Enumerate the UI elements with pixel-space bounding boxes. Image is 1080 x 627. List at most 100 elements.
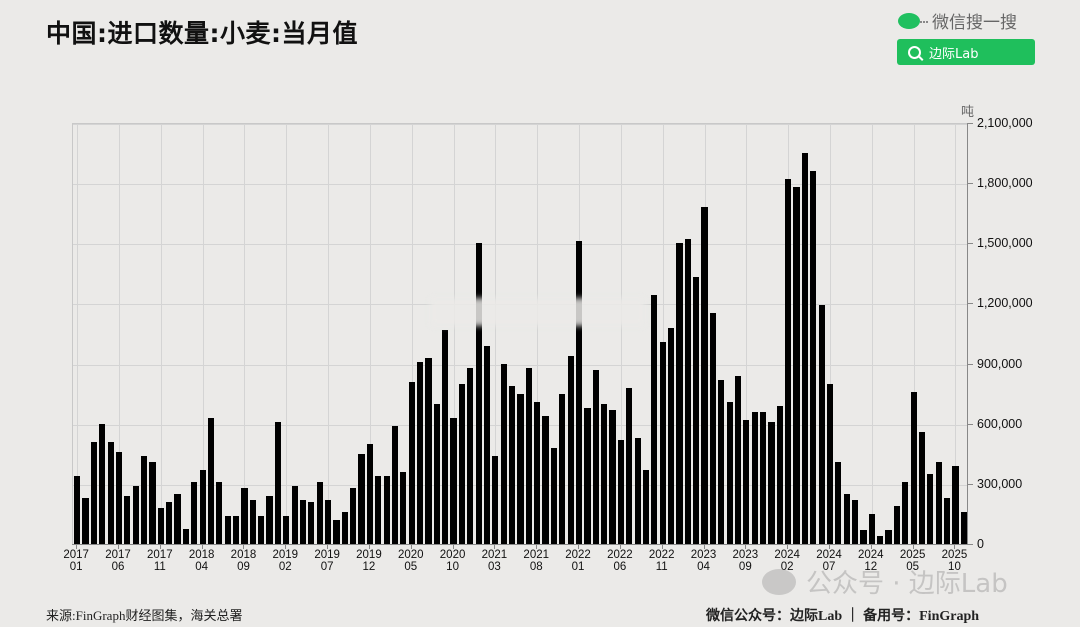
bar [734, 375, 742, 544]
bar [266, 495, 273, 544]
bar [82, 497, 89, 544]
x-tick [243, 544, 245, 549]
bar [601, 403, 608, 544]
wechat-search-label: 微信搜一搜 [932, 13, 1017, 33]
bar [567, 355, 574, 544]
bar [584, 407, 591, 544]
bar [325, 499, 332, 544]
bar [433, 403, 440, 544]
y-tick-label: 600,000 [977, 416, 1023, 431]
bar [893, 505, 900, 544]
bar [634, 437, 641, 544]
grid-line-vertical [829, 124, 831, 544]
bar [299, 499, 307, 544]
bar [417, 361, 424, 544]
x-tick-label: 2022 01 [565, 549, 591, 573]
bar [425, 357, 432, 544]
x-tick-label: 2020 05 [397, 549, 424, 573]
bar [693, 277, 700, 544]
x-tick-label: 2019 12 [356, 549, 382, 573]
y-tick-label: 1,800,000 [977, 176, 1033, 191]
x-tick-label: 2019 07 [314, 549, 340, 573]
x-tick [118, 544, 119, 549]
x-tick [870, 544, 872, 549]
x-tick [661, 544, 663, 549]
bar [768, 421, 775, 544]
grid-line-vertical [369, 124, 371, 544]
y-tick-label: 0 [977, 537, 984, 551]
bar [935, 461, 942, 544]
bar [684, 239, 691, 544]
wechat-search-box[interactable]: 边际Lab [897, 39, 1035, 65]
bar [617, 439, 624, 544]
y-tick [967, 423, 973, 425]
bar [785, 179, 792, 544]
bar [918, 431, 926, 544]
y-axis-unit: 吨 [961, 105, 975, 120]
grid-line-vertical [202, 124, 204, 544]
bar [308, 501, 315, 544]
bar [718, 379, 725, 544]
y-tick-label: 900,000 [977, 356, 1023, 371]
x-tick [285, 544, 287, 549]
bar [701, 207, 708, 544]
y-tick [967, 483, 973, 485]
bar [626, 387, 633, 544]
x-tick [787, 544, 789, 549]
x-tick-label: 2017 11 [147, 549, 173, 573]
bar [174, 493, 181, 544]
bar [233, 515, 240, 544]
x-tick [159, 544, 161, 549]
grid-line-vertical [955, 124, 957, 544]
x-tick-label: 2020 10 [439, 549, 466, 573]
x-tick [619, 544, 621, 549]
x-tick-label: 2024 02 [774, 549, 800, 573]
bar [99, 423, 106, 544]
grid-line-vertical [411, 124, 413, 544]
bar [467, 367, 474, 544]
bar [492, 455, 499, 544]
x-tick-label: 2022 06 [607, 549, 633, 573]
bar [642, 469, 650, 544]
search-box-text: 边际Lab [929, 46, 979, 62]
grid-line-vertical [537, 124, 539, 544]
bar [90, 441, 97, 544]
x-tick-label: 2021 08 [523, 549, 550, 573]
x-tick [703, 544, 705, 549]
blurred-watermark [430, 298, 645, 326]
y-tick [967, 544, 973, 545]
bar [835, 461, 842, 544]
bar [885, 529, 892, 544]
bar [124, 495, 131, 544]
bar [458, 383, 466, 544]
bar [216, 481, 223, 544]
bar [851, 499, 859, 544]
bar [877, 535, 884, 544]
y-tick [967, 123, 973, 124]
bar [943, 497, 951, 544]
bar [341, 511, 348, 544]
grid-line-horizontal [73, 244, 967, 246]
bar [316, 481, 323, 544]
bar [676, 243, 683, 544]
bar [810, 171, 817, 544]
grid-line-horizontal [73, 124, 967, 125]
source-note: 来源:FinGraph财经图集，海关总署 [46, 608, 243, 623]
bar [383, 475, 390, 544]
x-tick [578, 544, 580, 549]
y-tick-label: 2,100,000 [977, 116, 1033, 130]
y-tick [967, 243, 973, 245]
wechat-search-banner: 微信搜一搜 [898, 8, 1017, 33]
bar [667, 327, 675, 544]
grid-line-vertical [77, 124, 79, 544]
bar [517, 393, 524, 544]
grid-line-vertical [119, 124, 120, 544]
grid-line-vertical [160, 124, 162, 544]
bar [483, 345, 491, 544]
x-tick-label: 2019 02 [272, 549, 299, 573]
bar [249, 499, 256, 544]
bar [659, 341, 666, 544]
grid-line-vertical [871, 124, 873, 544]
bar [258, 515, 265, 544]
y-tick-label: 1,200,000 [977, 296, 1033, 311]
